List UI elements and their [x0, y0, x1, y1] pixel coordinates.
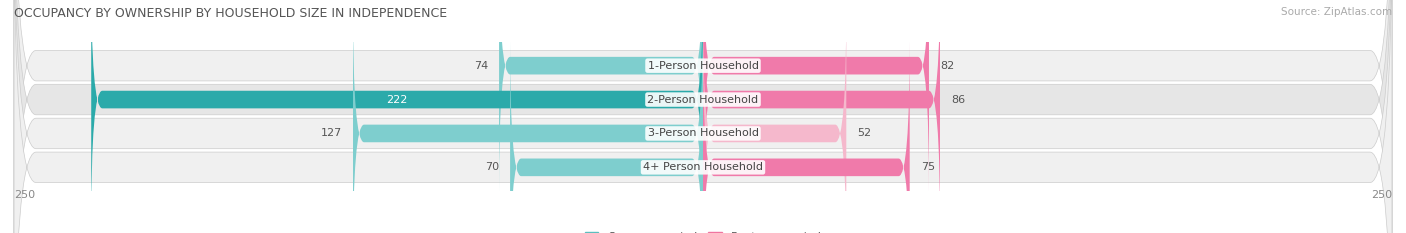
FancyBboxPatch shape — [14, 0, 1392, 233]
FancyBboxPatch shape — [499, 0, 703, 192]
Text: 4+ Person Household: 4+ Person Household — [643, 162, 763, 172]
Text: 222: 222 — [387, 95, 408, 105]
FancyBboxPatch shape — [14, 0, 1392, 233]
Text: 86: 86 — [950, 95, 965, 105]
Text: 75: 75 — [921, 162, 935, 172]
FancyBboxPatch shape — [703, 41, 910, 233]
Text: 52: 52 — [858, 128, 872, 138]
Text: 250: 250 — [1371, 190, 1392, 200]
Text: 74: 74 — [474, 61, 488, 71]
FancyBboxPatch shape — [703, 0, 941, 226]
FancyBboxPatch shape — [353, 7, 703, 233]
Text: 1-Person Household: 1-Person Household — [648, 61, 758, 71]
FancyBboxPatch shape — [703, 7, 846, 233]
FancyBboxPatch shape — [14, 0, 1392, 233]
Text: OCCUPANCY BY OWNERSHIP BY HOUSEHOLD SIZE IN INDEPENDENCE: OCCUPANCY BY OWNERSHIP BY HOUSEHOLD SIZE… — [14, 7, 447, 20]
Text: 70: 70 — [485, 162, 499, 172]
Text: 250: 250 — [14, 190, 35, 200]
Text: 3-Person Household: 3-Person Household — [648, 128, 758, 138]
FancyBboxPatch shape — [703, 0, 929, 192]
Text: 2-Person Household: 2-Person Household — [647, 95, 759, 105]
Legend: Owner-occupied, Renter-occupied: Owner-occupied, Renter-occupied — [585, 232, 821, 233]
Text: Source: ZipAtlas.com: Source: ZipAtlas.com — [1281, 7, 1392, 17]
Text: 82: 82 — [941, 61, 955, 71]
FancyBboxPatch shape — [91, 0, 703, 226]
Text: 127: 127 — [321, 128, 342, 138]
FancyBboxPatch shape — [510, 41, 703, 233]
FancyBboxPatch shape — [14, 0, 1392, 233]
